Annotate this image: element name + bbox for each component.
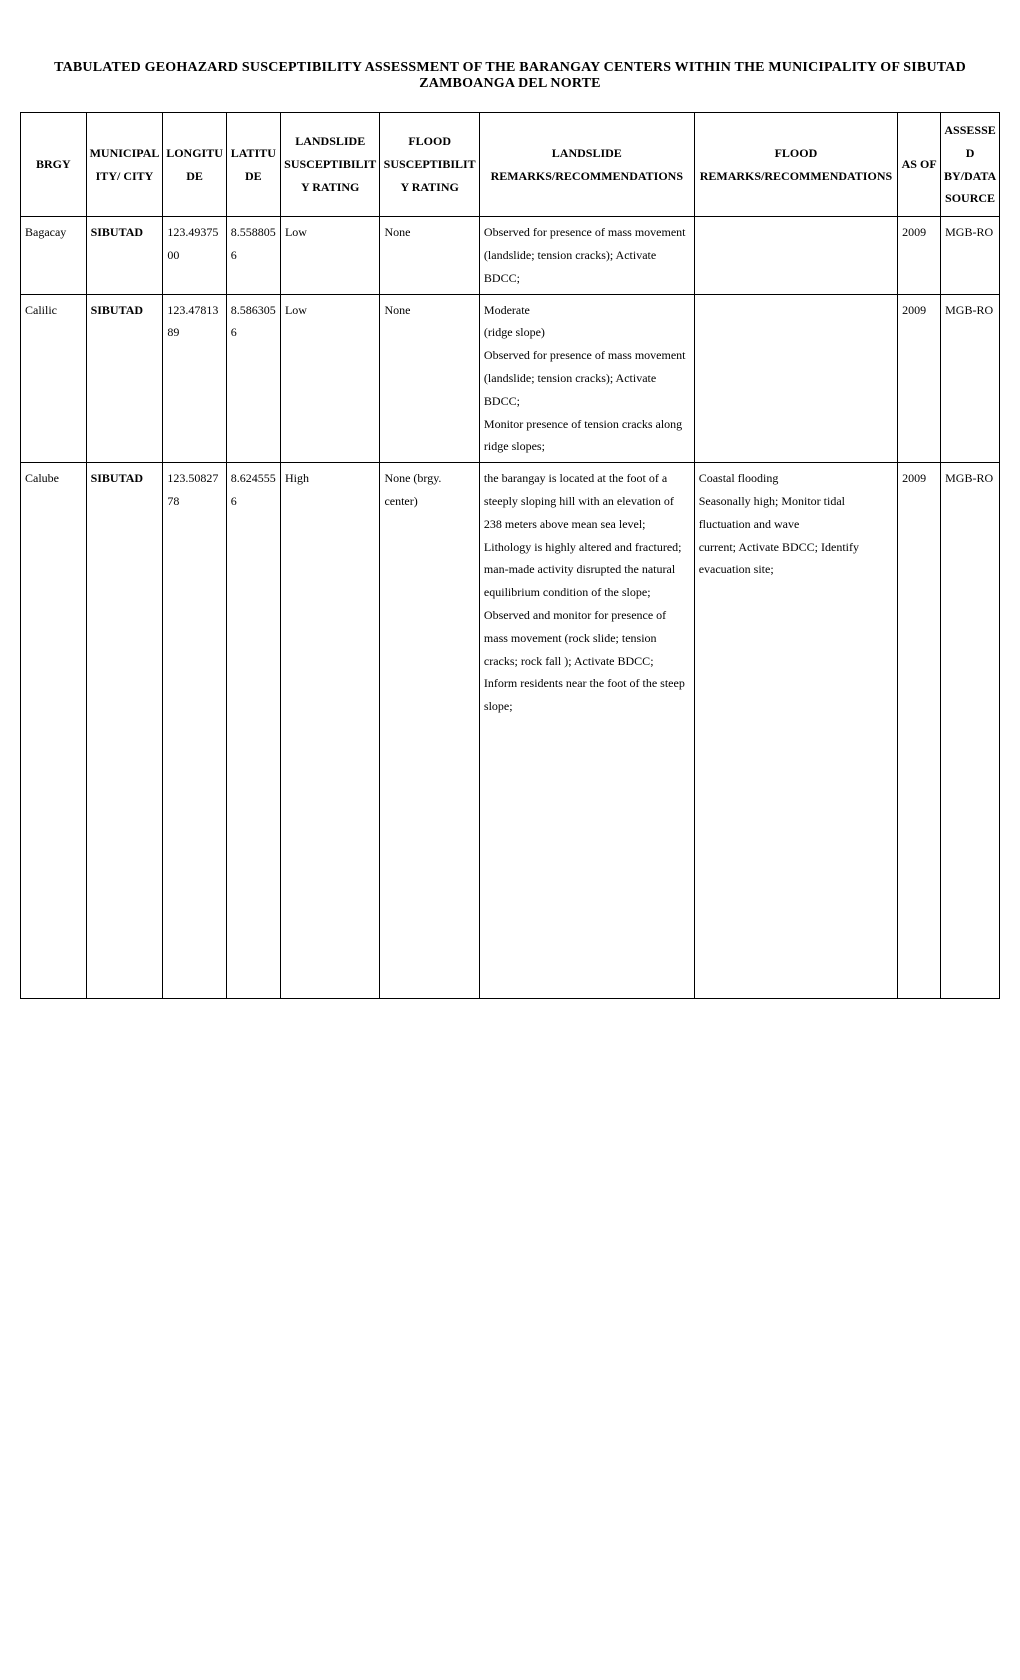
cell-municipality: SIBUTAD — [86, 463, 163, 999]
cell-longitude: 123.4781389 — [163, 294, 226, 463]
col-header-brgy: BRGY — [21, 113, 87, 217]
table-row: Calilic SIBUTAD 123.4781389 8.5863056 Lo… — [21, 294, 1000, 463]
cell-source: MGB-RO — [941, 463, 1000, 999]
col-header-source: ASSESSED BY/DATA SOURCE — [941, 113, 1000, 217]
cell-latitude: 8.5863056 — [226, 294, 280, 463]
cell-flood-rating: None — [380, 294, 479, 463]
cell-flood-remarks: Coastal floodingSeasonally high; Monitor… — [694, 463, 897, 999]
col-header-landslide-remarks: LANDSLIDE REMARKS/RECOMMENDATIONS — [479, 113, 694, 217]
col-header-longitude: LONGITUDE — [163, 113, 226, 217]
cell-landslide-rating: Low — [280, 294, 379, 463]
cell-brgy: Calube — [21, 463, 87, 999]
cell-latitude: 8.6245556 — [226, 463, 280, 999]
cell-asof: 2009 — [898, 294, 941, 463]
cell-flood-rating: None — [380, 217, 479, 294]
cell-landslide-remarks: the barangay is located at the foot of a… — [479, 463, 694, 999]
table-body: Bagacay SIBUTAD 123.4937500 8.5588056 Lo… — [21, 217, 1000, 999]
col-header-landslide-rating: LANDSLIDE SUSCEPTIBILITY RATING — [280, 113, 379, 217]
col-header-asof: AS OF — [898, 113, 941, 217]
cell-municipality: SIBUTAD — [86, 217, 163, 294]
document-title: TABULATED GEOHAZARD SUSCEPTIBILITY ASSES… — [20, 60, 1000, 92]
col-header-latitude: LATITUDE — [226, 113, 280, 217]
cell-landslide-remarks: Moderate(ridge slope)Observed for presen… — [479, 294, 694, 463]
cell-landslide-remarks: Observed for presence of mass movement (… — [479, 217, 694, 294]
table-header-row: BRGY MUNICIPALITY/ CITY LONGITUDE LATITU… — [21, 113, 1000, 217]
cell-latitude: 8.5588056 — [226, 217, 280, 294]
cell-brgy: Calilic — [21, 294, 87, 463]
cell-municipality: SIBUTAD — [86, 294, 163, 463]
table-row: Calube SIBUTAD 123.5082778 8.6245556 Hig… — [21, 463, 1000, 999]
cell-asof: 2009 — [898, 463, 941, 999]
cell-longitude: 123.5082778 — [163, 463, 226, 999]
cell-source: MGB-RO — [941, 217, 1000, 294]
cell-brgy: Bagacay — [21, 217, 87, 294]
cell-flood-remarks — [694, 217, 897, 294]
cell-longitude: 123.4937500 — [163, 217, 226, 294]
cell-flood-remarks — [694, 294, 897, 463]
table-row: Bagacay SIBUTAD 123.4937500 8.5588056 Lo… — [21, 217, 1000, 294]
cell-flood-rating: None (brgy. center) — [380, 463, 479, 999]
geohazard-table: BRGY MUNICIPALITY/ CITY LONGITUDE LATITU… — [20, 112, 1000, 999]
col-header-flood-rating: FLOOD SUSCEPTIBILITY RATING — [380, 113, 479, 217]
cell-asof: 2009 — [898, 217, 941, 294]
col-header-flood-remarks: FLOOD REMARKS/RECOMMENDATIONS — [694, 113, 897, 217]
cell-source: MGB-RO — [941, 294, 1000, 463]
col-header-municipality: MUNICIPALITY/ CITY — [86, 113, 163, 217]
cell-landslide-rating: High — [280, 463, 379, 999]
cell-landslide-rating: Low — [280, 217, 379, 294]
